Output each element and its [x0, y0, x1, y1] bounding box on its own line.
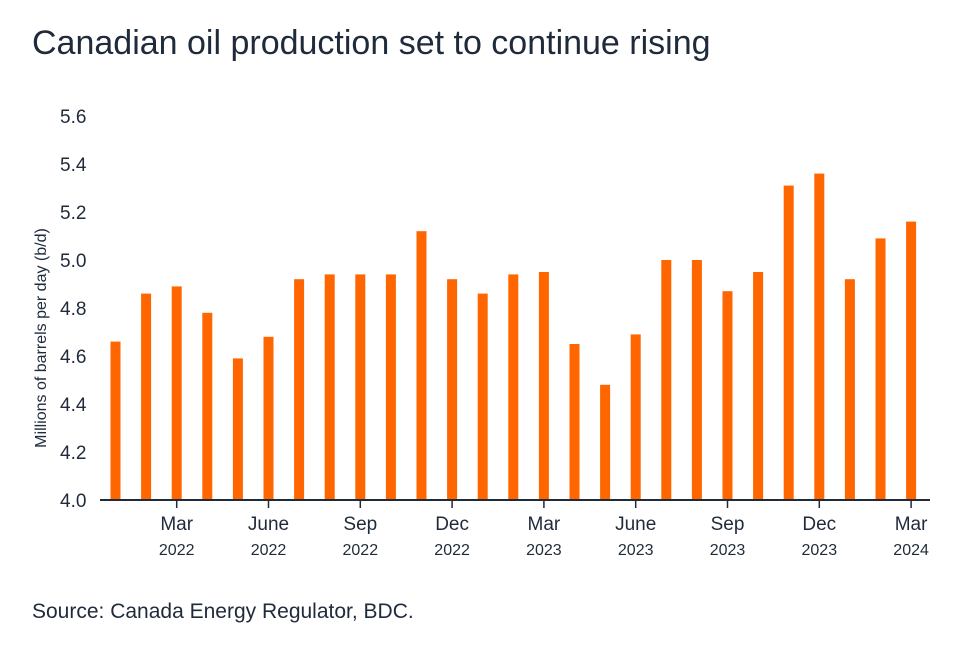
bar: Sep 2022: 4.94 — [355, 274, 366, 500]
x-tick-label-month: Mar — [160, 514, 193, 535]
x-tick-label-month: June — [615, 514, 656, 535]
y-tick-label: 4.0 — [60, 491, 86, 512]
bar: Mar 2022: 4.89 — [171, 286, 182, 500]
x-tick-label-year: 2023 — [710, 542, 746, 559]
x-tick-label-year: 2023 — [802, 542, 838, 559]
x-tick-label-year: 2022 — [159, 542, 195, 559]
bar: Jun 2022: 4.68 — [263, 336, 274, 500]
bar: Mar 2023: 4.95 — [538, 272, 549, 500]
y-tick-label: 5.0 — [60, 251, 86, 272]
y-tick-label: 4.2 — [60, 443, 86, 464]
x-tick-label-month: Mar — [528, 514, 561, 535]
y-axis-title: Millions of barrels per day (b/d) — [33, 228, 50, 448]
bar: Feb 2024: 5.09 — [875, 238, 886, 500]
bar: Feb 2023: 4.94 — [508, 274, 519, 500]
bar: May 2022: 4.59 — [232, 358, 243, 500]
x-tick-label-year: 2022 — [343, 542, 379, 559]
source-note: Source: Canada Energy Regulator, BDC. — [32, 600, 414, 623]
bar: Jul 2023: 5 — [661, 260, 672, 500]
bar: Oct 2023: 4.95 — [753, 272, 764, 500]
x-tick-label-year: 2022 — [434, 542, 470, 559]
x-tick-label-year: 2023 — [526, 542, 562, 559]
bar: Jan 2022: 4.66 — [110, 341, 121, 500]
x-tick-label-month: Sep — [343, 514, 377, 535]
y-tick-label: 4.8 — [60, 299, 86, 320]
x-tick-label-month: Mar — [895, 514, 928, 535]
y-axis-label-group: Millions of barrels per day (b/d) — [33, 228, 50, 448]
bar-chart: Millions of barrels per day (b/d) 4.0 4.2… — [33, 107, 930, 559]
bar: Dec 2023: 5.36 — [814, 173, 825, 500]
bar: Mar 2024: 5.16 — [906, 221, 917, 500]
y-tick-label: 4.4 — [60, 395, 87, 416]
bar: Oct 2022: 4.94 — [385, 274, 396, 500]
chart-title: Canadian oil production set to continue … — [32, 24, 711, 62]
bar: Dec 2022: 4.92 — [447, 279, 458, 500]
bar: Nov 2022: 5.12 — [416, 231, 427, 500]
bar: Nov 2023: 5.31 — [783, 185, 794, 500]
bar: Jan 2024: 4.92 — [844, 279, 855, 500]
bar: Jun 2023: 4.69 — [630, 334, 641, 500]
bar: Sep 2023: 4.87 — [722, 291, 733, 500]
x-tick-label-year: 2022 — [251, 542, 287, 559]
x-tick-label-month: Sep — [711, 514, 745, 535]
y-tick-label: 4.6 — [60, 347, 86, 368]
bars-group: Jan 2022: 4.66 Feb 2022: 4.86 Mar 2022: 4.… — [110, 173, 917, 500]
y-tick-label: 5.2 — [60, 203, 86, 224]
x-tick-label-month: Dec — [802, 514, 836, 535]
y-axis-ticks: 4.0 4.2 4.4 4.6 4.8 5.0 5.2 5.4 5.6 — [60, 107, 87, 512]
x-tick-label-month: June — [248, 514, 289, 535]
bar: Aug 2023: 5 — [691, 260, 702, 500]
y-tick-label: 5.6 — [60, 107, 86, 128]
bar: Jan 2023: 4.86 — [477, 293, 488, 500]
x-axis-ticks: Mar 2022 June 2022 Sep 2022 Dec 2022 Mar 2023 June… — [159, 500, 929, 559]
y-tick-label: 5.4 — [60, 155, 87, 176]
bar: May 2023: 4.48 — [600, 384, 611, 500]
bar: Apr 2022: 4.78 — [202, 312, 213, 500]
x-tick-label-month: Dec — [435, 514, 469, 535]
bar: Aug 2022: 4.94 — [324, 274, 335, 500]
x-tick-label-year: 2024 — [893, 542, 929, 559]
bar: Apr 2023: 4.65 — [569, 344, 580, 500]
x-tick-label-year: 2023 — [618, 542, 654, 559]
bar: Feb 2022: 4.86 — [141, 293, 152, 500]
bar: Jul 2022: 4.92 — [294, 279, 305, 500]
